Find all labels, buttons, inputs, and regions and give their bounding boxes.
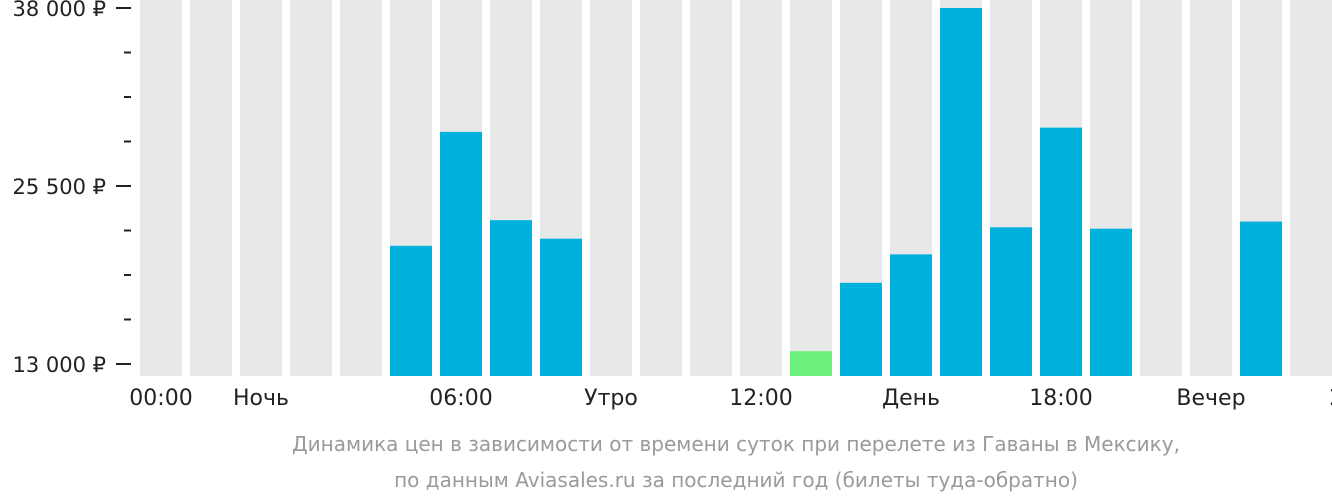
x-axis-label: 12:00 [729,386,792,411]
hour-column-bg [1190,0,1232,376]
x-axis-label: Вечер [1176,386,1245,411]
hour-column-bg [1140,0,1182,376]
hour-column-bg [190,0,232,376]
cheapest-price-bar [790,351,832,376]
y-axis-tick-label: 25 500 ₽ [12,175,106,199]
x-axis-label: 18:00 [1029,386,1092,411]
hour-column-bg [640,0,682,376]
hour-column-bg [140,0,182,376]
price-bar [540,238,582,376]
price-bar [390,245,432,376]
price-bar [940,8,982,376]
price-bar [440,131,482,376]
y-axis-tick-label: 38 000 ₽ [12,0,106,21]
price-bar [1090,228,1132,376]
price-bar [990,227,1032,376]
price-bar [490,220,532,376]
hour-column-bg [690,0,732,376]
caption-line-2: по данным Aviasales.ru за последний год … [394,468,1078,492]
x-axis-label: 06:00 [429,386,492,411]
caption-line-1: Динамика цен в зависимости от времени су… [292,432,1180,456]
hour-column-bg [790,0,832,376]
x-axis-label: Утро [584,386,638,411]
x-axis-label: 24:00 [1329,386,1332,411]
price-bar [1240,221,1282,376]
price-by-hour-chart: 13 000 ₽ 25 500 ₽ 38 000 ₽ 00:00 Ночь 06:00 Ут… [12,0,1332,411]
hour-column-bg [340,0,382,376]
x-axis-label: Ночь [233,386,289,411]
hour-column-bg [1290,0,1332,376]
x-axis-label: 00:00 [129,386,192,411]
hour-column-bg [240,0,282,376]
hour-column-bg [590,0,632,376]
price-bar [890,254,932,376]
hour-column-bg [290,0,332,376]
hour-column-bg [740,0,782,376]
price-bar [840,282,882,376]
y-axis-tick-label: 13 000 ₽ [12,353,106,377]
price-bar [1040,127,1082,376]
x-axis-label: День [882,386,940,411]
